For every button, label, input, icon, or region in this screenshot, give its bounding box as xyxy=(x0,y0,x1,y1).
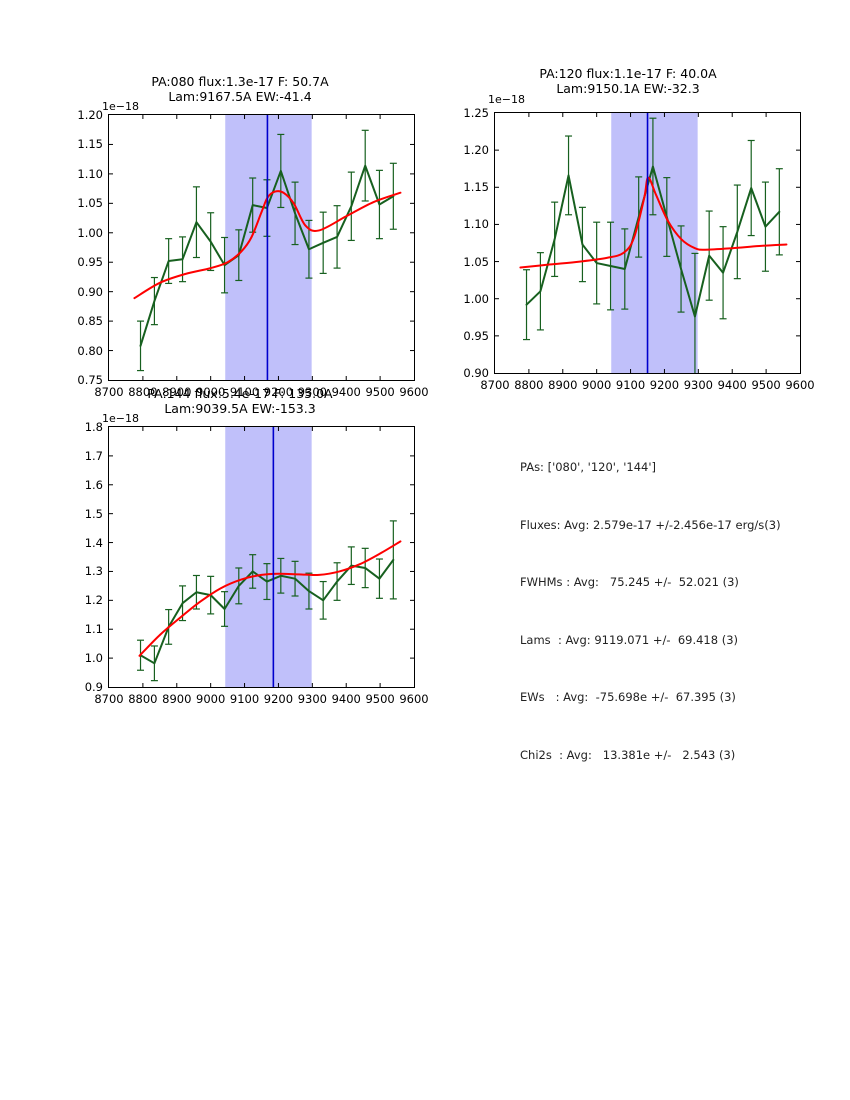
panel-title-line1: PA:120 flux:1.1e-17 F: 40.0A xyxy=(539,66,717,81)
y-exponent-label: 1e−18 xyxy=(102,412,139,425)
x-axis-tick-label: 9200 xyxy=(263,385,294,399)
summary-line-fwhms: FWHMs : Avg: 75.245 +/- 52.021 (3) xyxy=(520,575,739,589)
panel-pa-144: PA:144 flux:5.4e-17 F: 135.0A Lam:9039.5… xyxy=(40,382,440,706)
y-axis-tick-label: 1.20 xyxy=(463,143,489,158)
summary-line-chi2s: Chi2s : Avg: 13.381e +/- 2.543 (3) xyxy=(520,747,736,762)
x-axis-tick-label: 8700 xyxy=(94,385,124,399)
x-axis-tick-label: 9500 xyxy=(365,385,395,399)
panel-title-line1: PA:144 flux:5.4e-17 F: 135.0A xyxy=(147,386,333,401)
panel-title-pa-120: PA:120 flux:1.1e-17 F: 40.0A xyxy=(428,66,828,81)
summary-line-pas: PAs: ['080', '120', '144'] xyxy=(520,460,657,474)
x-axis-tick-label: 9000 xyxy=(582,378,612,392)
x-axis-tick-label: 8800 xyxy=(128,385,158,399)
panel-title-pa-144: PA:144 flux:5.4e-17 F: 135.0A xyxy=(40,386,440,401)
panel-title-line2: Lam:9039.5A EW:-153.3 xyxy=(164,401,316,416)
x-axis-tick-label: 9600 xyxy=(785,378,815,392)
y-axis-tick-label: 0.85 xyxy=(77,314,103,329)
summary-statistics: PAs: ['080', '120', '144'] Fluxes: Avg: … xyxy=(520,432,840,805)
x-axis-tick-label: 8700 xyxy=(480,378,510,392)
y-exponent-label: 1e−18 xyxy=(102,100,139,113)
y-axis-tick-label: 0.9 xyxy=(84,680,103,694)
panel-subtitle-pa-080: Lam:9167.5A EW:-41.4 xyxy=(40,89,440,104)
y-axis-tick-label: 1.7 xyxy=(84,448,103,463)
x-axis-tick-label: 9100 xyxy=(615,378,646,392)
y-axis-tick-label: 0.95 xyxy=(77,255,103,270)
panel-pa-120: PA:120 flux:1.1e-17 F: 40.0A Lam:9150.1A… xyxy=(428,62,828,392)
x-axis-tick-label: 9100 xyxy=(229,692,260,706)
y-axis-tick-label: 1.15 xyxy=(463,180,489,195)
y-axis-tick-label: 0.90 xyxy=(77,284,103,299)
x-axis-tick-label: 9600 xyxy=(399,692,429,706)
y-axis-tick-label: 1.4 xyxy=(84,535,103,550)
y-axis-tick-label: 1.2 xyxy=(84,593,103,608)
y-axis-tick-label: 1.00 xyxy=(463,291,489,306)
x-axis-tick-label: 9300 xyxy=(683,378,713,392)
summary-line-ews: EWs : Avg: -75.698e +/- 67.395 (3) xyxy=(520,690,736,704)
x-axis-tick-label: 9100 xyxy=(229,385,260,399)
panel-title-line1: PA:080 flux:1.3e-17 F: 50.7A xyxy=(151,74,329,89)
panel-subtitle-pa-120: Lam:9150.1A EW:-32.3 xyxy=(428,81,828,96)
y-axis-tick-label: 1.0 xyxy=(84,651,103,666)
x-axis-tick-label: 9400 xyxy=(331,692,361,706)
y-axis-tick-label: 1.10 xyxy=(77,166,103,181)
y-axis-tick-label: 1.05 xyxy=(463,254,489,269)
panel-pa-080: PA:080 flux:1.3e-17 F: 50.7A Lam:9167.5A… xyxy=(40,70,440,399)
panel-title-line2: Lam:9167.5A EW:-41.4 xyxy=(168,89,312,104)
y-axis-tick-label: 1.3 xyxy=(84,564,103,579)
x-axis-tick-label: 9200 xyxy=(649,378,680,392)
x-axis-tick-label: 9200 xyxy=(263,692,294,706)
plot-area-pa-120 xyxy=(494,112,801,374)
x-axis-tick-label: 8900 xyxy=(162,692,192,706)
y-axis-tick-label: 0.80 xyxy=(77,343,103,358)
observed-spectrum-line xyxy=(525,165,781,318)
x-axis-tick-label: 8900 xyxy=(162,385,192,399)
x-axis-tick-label: 9500 xyxy=(365,692,395,706)
panel-title-pa-080: PA:080 flux:1.3e-17 F: 50.7A xyxy=(40,74,440,89)
spectrum-plot-pa-144 xyxy=(109,427,414,687)
spectrum-plot-pa-080 xyxy=(109,115,414,380)
y-axis-tick-label: 1.10 xyxy=(463,217,489,232)
y-axis-tick-label: 1.20 xyxy=(77,108,103,122)
wavelength-band-highlight xyxy=(611,113,698,373)
plot-area-pa-144 xyxy=(108,426,415,688)
spectrum-plot-pa-120 xyxy=(495,113,800,373)
panel-subtitle-pa-144: Lam:9039.5A EW:-153.3 xyxy=(40,401,440,416)
y-axis-tick-label: 1.1 xyxy=(84,622,103,637)
observed-spectrum-line xyxy=(139,558,395,665)
wavelength-band-highlight xyxy=(225,115,312,380)
x-axis-tick-label: 9300 xyxy=(297,692,327,706)
y-exponent-label: 1e−18 xyxy=(488,93,525,106)
y-axis-tick-label: 0.95 xyxy=(463,328,489,343)
x-axis-tick-label: 9000 xyxy=(196,385,226,399)
x-axis-tick-label: 8800 xyxy=(128,692,158,706)
y-axis-tick-label: 1.6 xyxy=(84,477,103,492)
y-axis-tick-label: 1.25 xyxy=(463,106,489,120)
x-axis-tick-label: 9300 xyxy=(297,385,327,399)
y-axis-tick-label: 1.00 xyxy=(77,225,103,240)
y-axis-tick-label: 1.5 xyxy=(84,506,103,521)
summary-line-fluxes: Fluxes: Avg: 2.579e-17 +/-2.456e-17 erg/… xyxy=(520,517,781,532)
model-fit-curve xyxy=(138,540,402,657)
x-axis-tick-label: 9500 xyxy=(751,378,781,392)
x-axis-tick-label: 8900 xyxy=(548,378,578,392)
x-axis-tick-label: 8800 xyxy=(514,378,544,392)
x-axis-tick-label: 9600 xyxy=(399,385,429,399)
panel-title-line2: Lam:9150.1A EW:-32.3 xyxy=(556,81,700,96)
y-axis-tick-label: 0.75 xyxy=(77,373,103,387)
summary-line-lams: Lams : Avg: 9119.071 +/- 69.418 (3) xyxy=(520,632,739,647)
model-fit-curve xyxy=(519,176,788,269)
y-axis-tick-label: 1.8 xyxy=(84,420,103,434)
plot-area-pa-080 xyxy=(108,114,415,381)
wavelength-band-highlight xyxy=(225,427,312,687)
x-axis-tick-label: 9000 xyxy=(196,692,226,706)
x-axis-tick-label: 9400 xyxy=(331,385,361,399)
y-axis-tick-label: 1.05 xyxy=(77,196,103,211)
y-axis-tick-label: 0.90 xyxy=(463,366,489,380)
x-axis-tick-label: 9400 xyxy=(717,378,747,392)
y-axis-tick-label: 1.15 xyxy=(77,137,103,152)
x-axis-tick-label: 8700 xyxy=(94,692,124,706)
